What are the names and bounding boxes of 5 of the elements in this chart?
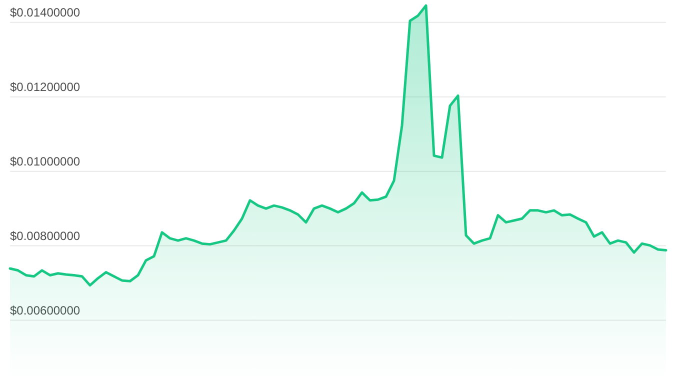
y-tick-label: $0.01400000 bbox=[10, 5, 80, 20]
y-tick-label: $0.01200000 bbox=[10, 80, 80, 94]
y-tick-label: $0.00600000 bbox=[10, 303, 80, 318]
y-tick-label: $0.01000000 bbox=[10, 154, 80, 168]
y-tick-label: $0.00800000 bbox=[10, 228, 80, 243]
